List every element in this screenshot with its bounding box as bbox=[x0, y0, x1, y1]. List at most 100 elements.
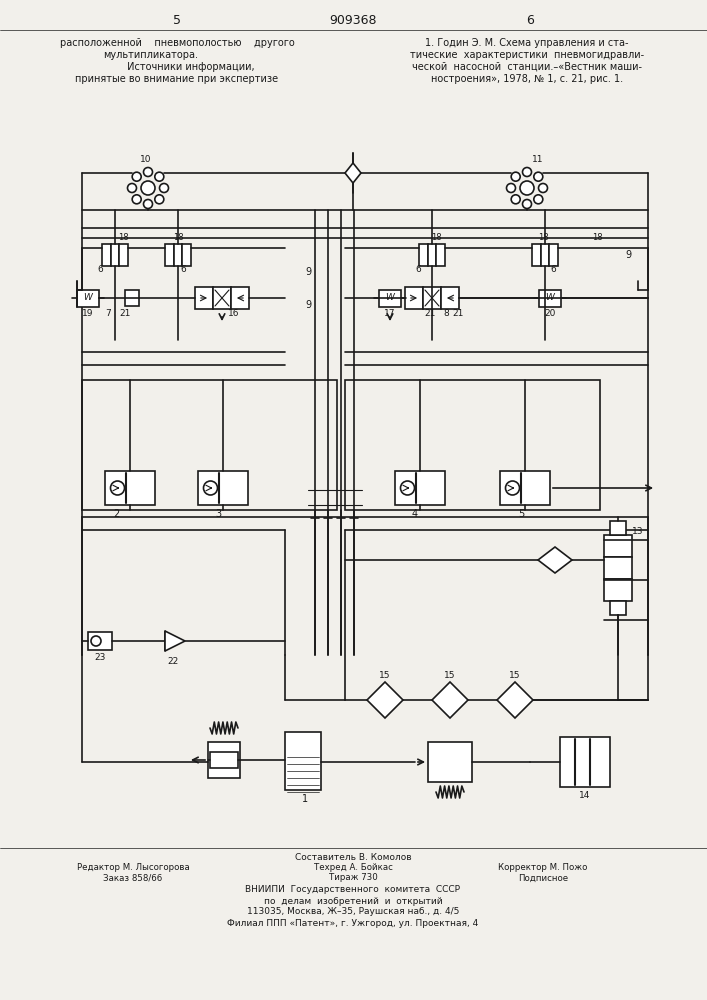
Bar bbox=[549, 244, 558, 266]
Text: 15: 15 bbox=[379, 670, 391, 680]
Circle shape bbox=[520, 181, 534, 195]
Circle shape bbox=[127, 184, 136, 192]
Bar bbox=[111, 244, 119, 266]
Circle shape bbox=[144, 200, 153, 209]
Circle shape bbox=[132, 172, 141, 181]
Circle shape bbox=[155, 195, 164, 204]
Bar bbox=[125, 290, 139, 306]
Bar bbox=[405, 287, 423, 309]
Text: 1. Годин Э. М. Схема управления и ста-: 1. Годин Э. М. Схема управления и ста- bbox=[425, 38, 629, 48]
Bar bbox=[560, 737, 610, 787]
Text: 19: 19 bbox=[82, 310, 94, 318]
Bar bbox=[419, 244, 428, 266]
Text: принятые во внимание при экспертизе: принятые во внимание при экспертизе bbox=[76, 74, 279, 84]
Text: 15: 15 bbox=[444, 670, 456, 680]
Bar bbox=[604, 579, 632, 601]
Bar bbox=[119, 244, 128, 266]
Text: Филиал ППП «Патент», г. Ужгород, ул. Проектная, 4: Филиал ППП «Патент», г. Ужгород, ул. Про… bbox=[228, 918, 479, 928]
Text: 17: 17 bbox=[384, 310, 396, 318]
Text: тические  характеристики  пневмогидравли-: тические характеристики пневмогидравли- bbox=[410, 50, 644, 60]
Bar bbox=[285, 732, 321, 790]
Polygon shape bbox=[367, 682, 403, 718]
Text: 15: 15 bbox=[509, 670, 521, 680]
Bar bbox=[441, 287, 459, 309]
Text: 2: 2 bbox=[113, 509, 119, 519]
Polygon shape bbox=[432, 682, 468, 718]
Bar bbox=[77, 290, 99, 306]
Text: 21: 21 bbox=[119, 310, 131, 318]
Bar bbox=[436, 244, 445, 266]
Circle shape bbox=[511, 172, 520, 181]
Circle shape bbox=[506, 184, 515, 192]
Text: ческой  насосной  станции.–«Вестник маши-: ческой насосной станции.–«Вестник маши- bbox=[412, 62, 642, 72]
Bar bbox=[379, 290, 401, 306]
Text: 10: 10 bbox=[140, 155, 151, 164]
Bar bbox=[541, 244, 549, 266]
Circle shape bbox=[91, 636, 101, 646]
Circle shape bbox=[400, 481, 414, 495]
Text: 20: 20 bbox=[544, 310, 556, 318]
Text: 113035, Москва, Ж–35, Раушская наб., д. 4/5: 113035, Москва, Ж–35, Раушская наб., д. … bbox=[247, 908, 459, 916]
Bar bbox=[532, 244, 541, 266]
Bar bbox=[604, 535, 632, 557]
Circle shape bbox=[511, 195, 520, 204]
Bar bbox=[208, 742, 240, 778]
Text: мультипликатора.: мультипликатора. bbox=[103, 50, 199, 60]
Bar bbox=[165, 244, 174, 266]
Text: 9: 9 bbox=[305, 267, 311, 277]
Bar bbox=[539, 290, 561, 306]
Text: 18: 18 bbox=[592, 232, 602, 241]
Circle shape bbox=[155, 172, 164, 181]
Bar bbox=[500, 471, 550, 505]
Text: 18: 18 bbox=[117, 232, 128, 241]
Text: 8: 8 bbox=[443, 310, 449, 318]
Polygon shape bbox=[345, 163, 361, 183]
Circle shape bbox=[144, 167, 153, 176]
Text: 21: 21 bbox=[452, 310, 464, 318]
Circle shape bbox=[506, 481, 520, 495]
Bar bbox=[423, 287, 441, 309]
Text: Заказ 858/66: Заказ 858/66 bbox=[103, 874, 163, 882]
Bar bbox=[428, 742, 472, 782]
Bar bbox=[231, 287, 249, 309]
Text: W: W bbox=[83, 294, 93, 302]
Bar bbox=[610, 601, 626, 615]
Bar bbox=[213, 287, 231, 309]
Text: Источники информации,: Источники информации, bbox=[99, 62, 255, 72]
Text: 909368: 909368 bbox=[329, 13, 377, 26]
Text: 4: 4 bbox=[412, 509, 418, 519]
Circle shape bbox=[522, 167, 532, 176]
Bar bbox=[102, 244, 111, 266]
Bar bbox=[82, 380, 337, 510]
Text: Составитель В. Комолов: Составитель В. Комолов bbox=[295, 852, 411, 861]
Circle shape bbox=[110, 481, 124, 495]
Text: 21: 21 bbox=[424, 310, 436, 318]
Text: 18: 18 bbox=[173, 232, 183, 241]
Bar bbox=[210, 752, 238, 768]
Polygon shape bbox=[497, 682, 533, 718]
Circle shape bbox=[534, 172, 543, 181]
Bar bbox=[105, 471, 155, 505]
Bar bbox=[395, 471, 445, 505]
Text: ностроения», 1978, № 1, с. 21, рис. 1.: ностроения», 1978, № 1, с. 21, рис. 1. bbox=[431, 74, 623, 84]
Text: 23: 23 bbox=[94, 654, 105, 662]
Bar bbox=[428, 244, 436, 266]
Text: Подписное: Подписное bbox=[518, 874, 568, 882]
Text: W: W bbox=[546, 294, 554, 302]
Bar bbox=[610, 521, 626, 535]
Circle shape bbox=[132, 195, 141, 204]
Text: 13: 13 bbox=[632, 528, 644, 536]
Text: 9: 9 bbox=[305, 300, 311, 310]
Bar bbox=[195, 287, 213, 309]
Bar bbox=[174, 244, 182, 266]
Text: 18: 18 bbox=[431, 232, 441, 241]
Text: 14: 14 bbox=[579, 792, 590, 800]
Text: 1: 1 bbox=[302, 794, 308, 804]
Text: ВНИИПИ  Государственного  комитета  СССР: ВНИИПИ Государственного комитета СССР bbox=[245, 886, 460, 894]
Text: Редактор М. Лысогорова: Редактор М. Лысогорова bbox=[76, 863, 189, 872]
Text: 18: 18 bbox=[538, 232, 549, 241]
Text: 5: 5 bbox=[173, 13, 181, 26]
Text: по  делам  изобретений  и  открытий: по делам изобретений и открытий bbox=[264, 896, 443, 906]
Text: 7: 7 bbox=[105, 310, 111, 318]
Text: W: W bbox=[385, 294, 395, 302]
